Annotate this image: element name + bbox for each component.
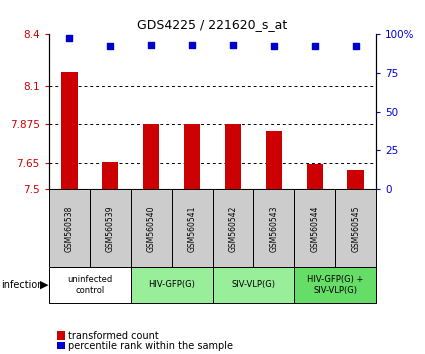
- Text: GSM560542: GSM560542: [229, 205, 238, 252]
- Title: GDS4225 / 221620_s_at: GDS4225 / 221620_s_at: [137, 18, 288, 31]
- Text: HIV-GFP(G): HIV-GFP(G): [148, 280, 195, 290]
- Bar: [143, 125, 159, 189]
- Bar: [49, 189, 90, 267]
- Bar: [212, 267, 294, 303]
- Bar: [49, 267, 131, 303]
- Point: [230, 42, 236, 47]
- Point: [312, 43, 318, 49]
- Text: GSM560543: GSM560543: [269, 205, 278, 252]
- Point: [107, 43, 113, 49]
- Text: ▶: ▶: [40, 280, 48, 290]
- Bar: [131, 189, 172, 267]
- Text: GSM560544: GSM560544: [310, 205, 319, 252]
- Text: percentile rank within the sample: percentile rank within the sample: [68, 341, 233, 350]
- Text: uninfected
control: uninfected control: [67, 275, 112, 295]
- Point: [66, 35, 73, 41]
- Bar: [172, 189, 212, 267]
- Text: GSM560539: GSM560539: [106, 205, 115, 252]
- Text: GSM560545: GSM560545: [351, 205, 360, 252]
- Text: SIV-VLP(G): SIV-VLP(G): [231, 280, 275, 290]
- Bar: [61, 72, 77, 189]
- Bar: [306, 164, 323, 189]
- Text: HIV-GFP(G) +
SIV-VLP(G): HIV-GFP(G) + SIV-VLP(G): [307, 275, 363, 295]
- Bar: [131, 267, 212, 303]
- Bar: [294, 267, 376, 303]
- Point: [270, 43, 277, 49]
- Bar: [348, 170, 364, 189]
- Bar: [102, 162, 119, 189]
- Bar: [335, 189, 376, 267]
- Text: GSM560541: GSM560541: [187, 205, 196, 252]
- Point: [189, 42, 196, 47]
- Bar: [90, 189, 131, 267]
- Point: [352, 43, 359, 49]
- Point: [148, 42, 155, 47]
- Bar: [253, 189, 294, 267]
- Bar: [294, 189, 335, 267]
- Text: GSM560538: GSM560538: [65, 205, 74, 252]
- Text: transformed count: transformed count: [68, 331, 159, 341]
- Bar: [212, 189, 253, 267]
- Bar: [225, 125, 241, 189]
- Bar: [266, 131, 282, 189]
- Bar: [184, 124, 200, 189]
- Text: infection: infection: [1, 280, 43, 290]
- Text: GSM560540: GSM560540: [147, 205, 156, 252]
